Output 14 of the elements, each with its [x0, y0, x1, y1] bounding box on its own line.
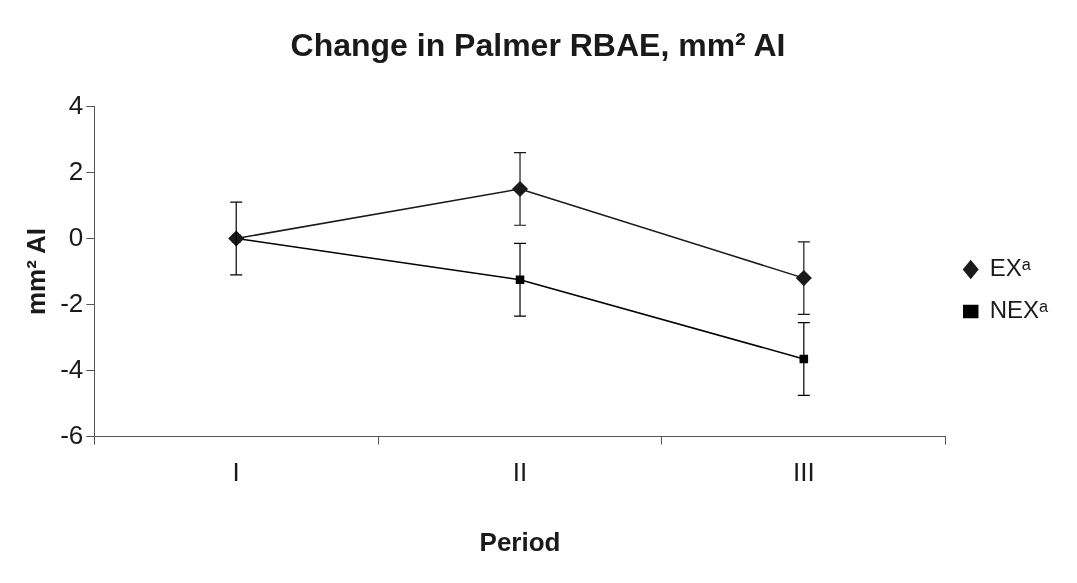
y-tick-label: 2 [68, 155, 84, 186]
chart-title: Change in Palmer RBAE, mm² AI [290, 27, 786, 64]
y-tick-label: -2 [60, 287, 84, 318]
y-tick-label: -4 [60, 353, 84, 384]
x-tick-label: I [232, 457, 240, 488]
legend-label: EXᵃ [989, 254, 1032, 282]
y-axis-title: mm² AI [20, 227, 51, 316]
y-tick-label: 4 [68, 89, 84, 120]
x-tick-label: II [512, 457, 528, 488]
legend-label: NEXᵃ [989, 296, 1050, 324]
y-tick-label: 0 [68, 221, 84, 252]
x-axis-title: Period [479, 526, 561, 557]
x-tick-label: III [792, 457, 815, 488]
y-tick-label: -6 [60, 419, 84, 450]
